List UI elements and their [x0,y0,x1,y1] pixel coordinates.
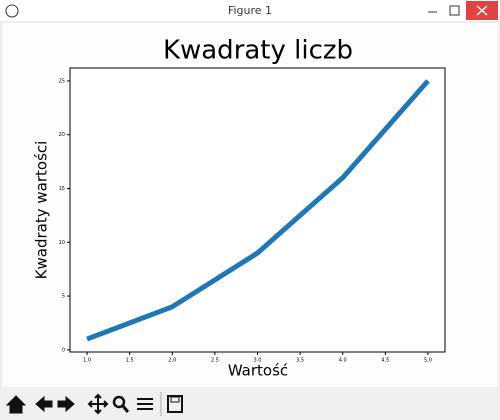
line-series [86,79,430,342]
save-button[interactable] [167,395,183,413]
plot: 1.0 1.5 2.0 2.5 3.0 3.5 4.0 4.5 5.0 0 5 10 15 20 25 [59,78,432,363]
x-tick-label: 1.0 [83,358,91,364]
x-tick-label: 4.0 [339,358,347,364]
y-tick-label: 20 [59,132,65,138]
y-tick-label: 5 [62,294,65,300]
x-axis-label: Wartość [228,362,288,380]
app-icon [5,4,19,18]
pan-button[interactable] [87,393,109,415]
toolbar-icons [5,392,183,416]
x-tick-label: 3.5 [296,358,304,364]
home-button[interactable] [5,395,27,414]
x-tick-label: 2.5 [211,358,219,364]
maximize-button[interactable] [449,5,460,16]
zoom-button[interactable] [112,395,126,409]
zoom-handle [121,405,130,413]
axes-frame [69,67,446,353]
x-tick-label: 5.0 [424,358,432,364]
x-tick-label: 2.0 [168,358,176,364]
x-tick-label: 1.5 [126,358,134,364]
y-tick-label: 0 [62,347,65,353]
close-icon [476,5,488,16]
toolbar [0,388,500,420]
y-tick-label: 25 [59,78,65,84]
save-icon-detail [170,396,180,403]
back-button[interactable] [35,395,53,413]
y-tick-label: 10 [59,240,65,246]
y-axis-label: Kwadraty wartości [33,141,51,280]
y-tick-label: 15 [59,186,65,192]
x-tick-label: 4.5 [381,358,389,364]
chart-title: Kwadraty liczb [163,36,353,66]
forward-button[interactable] [57,395,75,413]
title-bar [0,0,500,22]
window-title: Figure 1 [228,4,272,17]
configure-button[interactable] [137,398,153,410]
x-tick-label: 3.0 [254,358,262,364]
